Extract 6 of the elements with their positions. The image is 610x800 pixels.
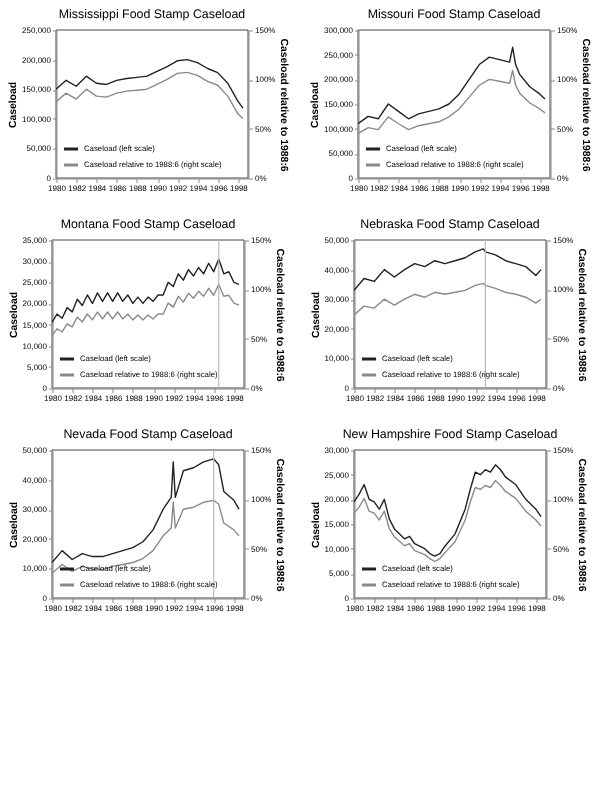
line-series	[354, 464, 542, 557]
line-series	[354, 248, 542, 292]
line-series	[358, 46, 546, 125]
line-series	[52, 258, 240, 324]
line-series	[56, 58, 244, 109]
line-series	[52, 458, 240, 564]
